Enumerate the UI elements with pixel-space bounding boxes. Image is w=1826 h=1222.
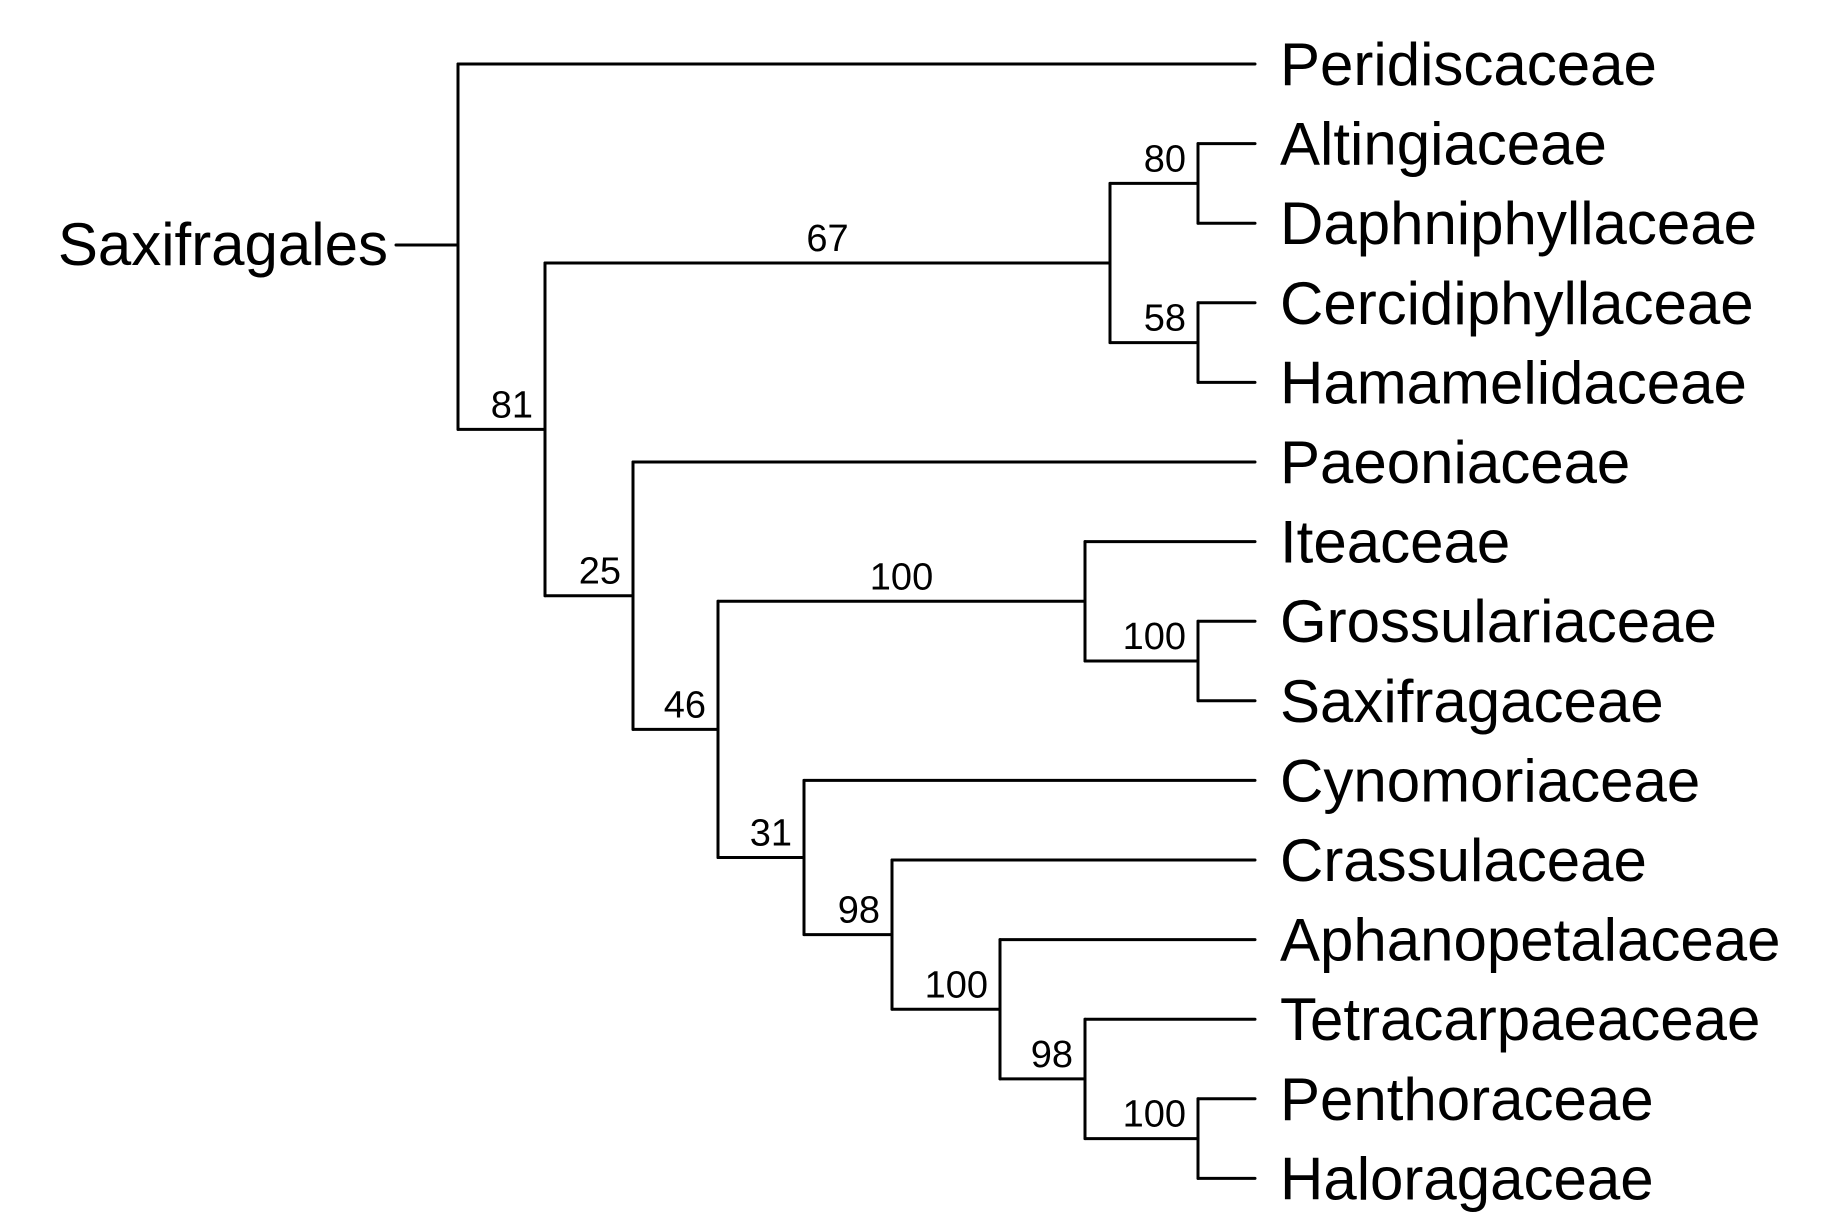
support-value: 100: [1123, 616, 1186, 658]
support-value: 81: [491, 384, 533, 426]
taxon-label: Cercidiphyllaceae: [1280, 270, 1754, 337]
support-value: 25: [579, 551, 621, 593]
taxon-label: Paeoniaceae: [1280, 429, 1630, 496]
support-value: 80: [1144, 138, 1186, 180]
taxon-label: Altingiaceae: [1280, 111, 1607, 178]
taxon-label: Aphanopetalaceae: [1280, 907, 1780, 974]
taxon-label: Daphniphyllaceae: [1280, 190, 1757, 257]
support-value: 31: [750, 813, 792, 855]
taxon-label: Tetracarpaeaceae: [1280, 986, 1760, 1053]
support-value: 100: [870, 556, 933, 598]
taxon-label: Hamamelidaceae: [1280, 349, 1747, 416]
root-label: Saxifragales: [58, 211, 388, 278]
taxon-label: Grossulariaceae: [1280, 588, 1717, 655]
taxon-label: Penthoraceae: [1280, 1066, 1654, 1133]
taxon-label: Iteaceae: [1280, 509, 1510, 576]
support-value: 100: [925, 964, 988, 1006]
taxon-label: Saxifragaceae: [1280, 668, 1664, 735]
support-value: 67: [806, 218, 848, 260]
taxon-labels: Peridiscaceae Altingiaceae Daphniphyllacea…: [1280, 31, 1780, 1212]
taxon-label: Cynomoriaceae: [1280, 747, 1700, 814]
support-value: 98: [838, 890, 880, 932]
tree-branches: [456, 62, 1257, 1180]
support-value: 58: [1144, 298, 1186, 340]
support-value: 46: [664, 684, 706, 726]
support-value: 100: [1123, 1094, 1186, 1136]
support-values: 81 67 80 58 25 46 100 100 31 98 100 98 100: [491, 138, 1186, 1135]
taxon-label: Crassulaceae: [1280, 827, 1647, 894]
taxon-label: Haloragaceae: [1280, 1145, 1654, 1212]
support-value: 98: [1031, 1034, 1073, 1076]
root-group: Saxifragales: [58, 211, 460, 278]
taxon-label: Peridiscaceae: [1280, 31, 1657, 98]
